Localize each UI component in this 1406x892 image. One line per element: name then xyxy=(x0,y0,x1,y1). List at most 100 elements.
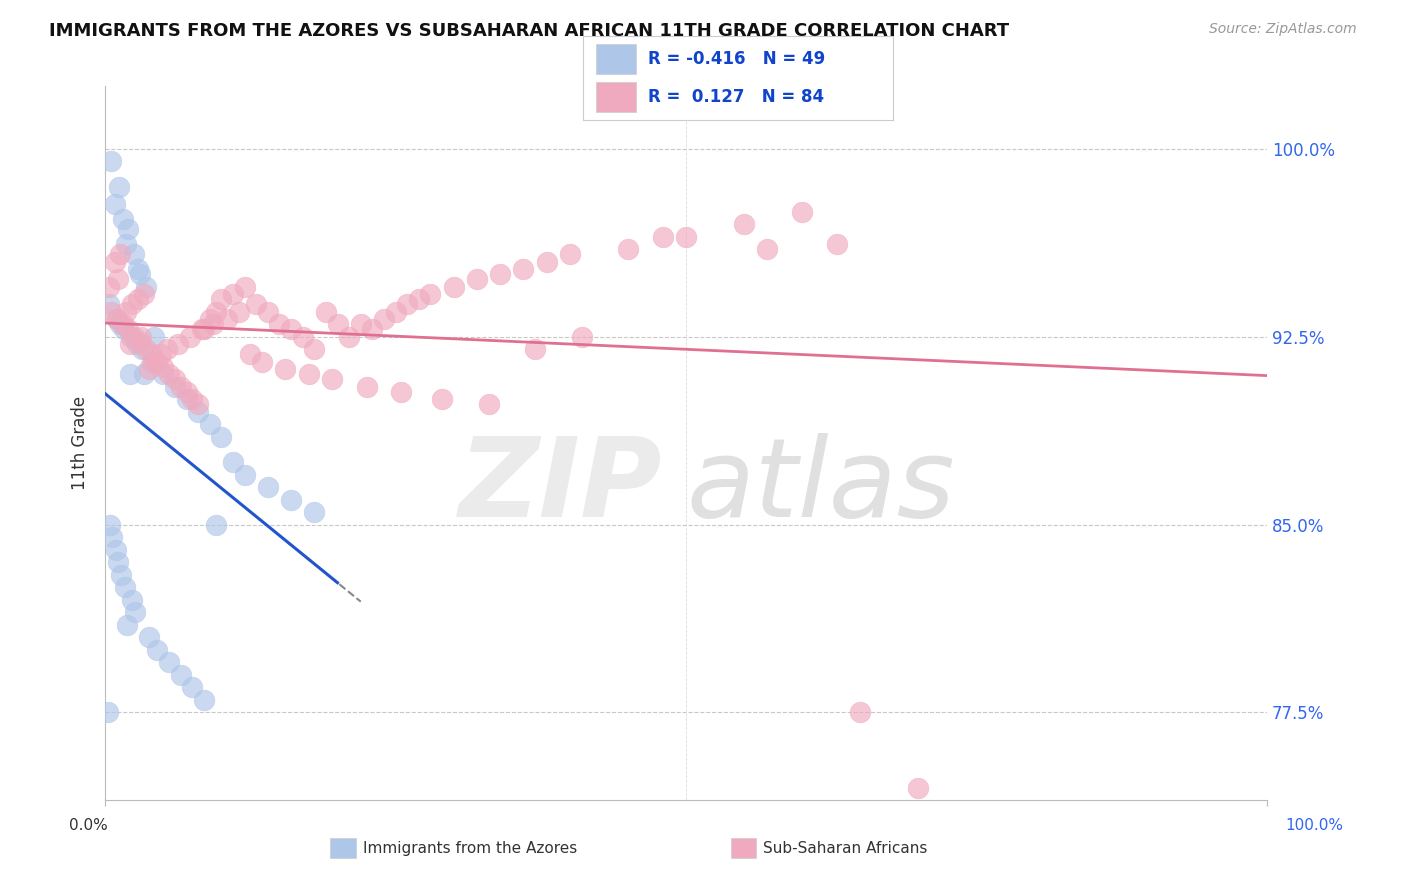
Point xyxy=(536,254,558,268)
Y-axis label: 11th Grade: 11th Grade xyxy=(72,396,89,491)
Point xyxy=(204,304,226,318)
Point xyxy=(179,330,201,344)
Point xyxy=(120,330,142,344)
Point xyxy=(396,297,419,311)
Point xyxy=(105,312,128,326)
Point xyxy=(477,397,499,411)
Point xyxy=(167,337,190,351)
Point xyxy=(651,229,673,244)
Point xyxy=(512,262,534,277)
Point xyxy=(143,355,166,369)
Point xyxy=(111,318,134,332)
Point xyxy=(112,322,135,336)
Point xyxy=(907,780,929,795)
Point xyxy=(110,318,132,332)
Point xyxy=(465,272,488,286)
Point xyxy=(146,355,169,369)
Point xyxy=(146,643,169,657)
Point xyxy=(152,359,174,374)
Point xyxy=(122,247,145,261)
Point xyxy=(149,347,172,361)
Point xyxy=(129,330,152,344)
Text: Sub-Saharan Africans: Sub-Saharan Africans xyxy=(763,841,928,855)
Point xyxy=(443,279,465,293)
Point xyxy=(257,304,280,318)
Point xyxy=(107,272,129,286)
Point xyxy=(245,297,267,311)
Point xyxy=(198,312,221,326)
Point xyxy=(337,330,360,344)
Point xyxy=(97,279,120,293)
Point xyxy=(350,318,373,332)
Point xyxy=(163,372,186,386)
Point xyxy=(204,517,226,532)
Point xyxy=(228,304,250,318)
Point xyxy=(274,362,297,376)
Point xyxy=(176,384,198,399)
Point xyxy=(138,362,160,376)
Point xyxy=(193,322,215,336)
Point xyxy=(489,267,512,281)
Point xyxy=(129,334,152,349)
Text: Source: ZipAtlas.com: Source: ZipAtlas.com xyxy=(1209,22,1357,37)
Point xyxy=(107,555,129,569)
Point xyxy=(152,368,174,382)
Point xyxy=(121,592,143,607)
Point xyxy=(419,287,441,301)
Point xyxy=(96,706,118,720)
Point xyxy=(257,480,280,494)
Point xyxy=(222,455,245,469)
Point xyxy=(97,297,120,311)
Point xyxy=(239,347,262,361)
Text: ZIP: ZIP xyxy=(460,433,662,540)
Text: atlas: atlas xyxy=(686,433,955,540)
Point xyxy=(304,343,326,357)
Point xyxy=(163,380,186,394)
Point xyxy=(118,337,141,351)
Point xyxy=(100,304,122,318)
Point xyxy=(430,392,453,407)
Bar xyxy=(596,44,636,74)
Point xyxy=(127,262,149,277)
Point xyxy=(291,330,314,344)
Point xyxy=(135,279,157,293)
Point xyxy=(138,630,160,644)
Point xyxy=(114,580,136,594)
Point xyxy=(733,217,755,231)
Point xyxy=(170,380,193,394)
Point xyxy=(356,380,378,394)
Point xyxy=(792,204,814,219)
Point xyxy=(391,384,413,399)
Point xyxy=(675,229,697,244)
Point xyxy=(209,292,232,306)
Point xyxy=(121,297,143,311)
Point xyxy=(217,312,239,326)
Point xyxy=(105,312,128,326)
Point xyxy=(825,237,848,252)
Point xyxy=(558,247,581,261)
Point xyxy=(100,154,122,169)
Point xyxy=(233,279,256,293)
Point xyxy=(125,337,148,351)
Point xyxy=(849,706,872,720)
Point xyxy=(571,330,593,344)
Text: IMMIGRANTS FROM THE AZORES VS SUBSAHARAN AFRICAN 11TH GRADE CORRELATION CHART: IMMIGRANTS FROM THE AZORES VS SUBSAHARAN… xyxy=(49,22,1010,40)
Point xyxy=(118,368,141,382)
Point xyxy=(103,254,125,268)
Point xyxy=(115,237,138,252)
Point xyxy=(132,368,155,382)
Text: R = -0.416   N = 49: R = -0.416 N = 49 xyxy=(648,50,825,68)
Point xyxy=(187,405,209,419)
Point xyxy=(156,343,179,357)
Point xyxy=(170,668,193,682)
Point xyxy=(384,304,406,318)
Point xyxy=(132,287,155,301)
Point xyxy=(198,417,221,432)
Point xyxy=(233,467,256,482)
Point xyxy=(143,330,166,344)
Point xyxy=(115,304,138,318)
Point xyxy=(193,693,215,707)
Point xyxy=(117,222,139,236)
Point xyxy=(122,330,145,344)
Point xyxy=(756,242,779,256)
